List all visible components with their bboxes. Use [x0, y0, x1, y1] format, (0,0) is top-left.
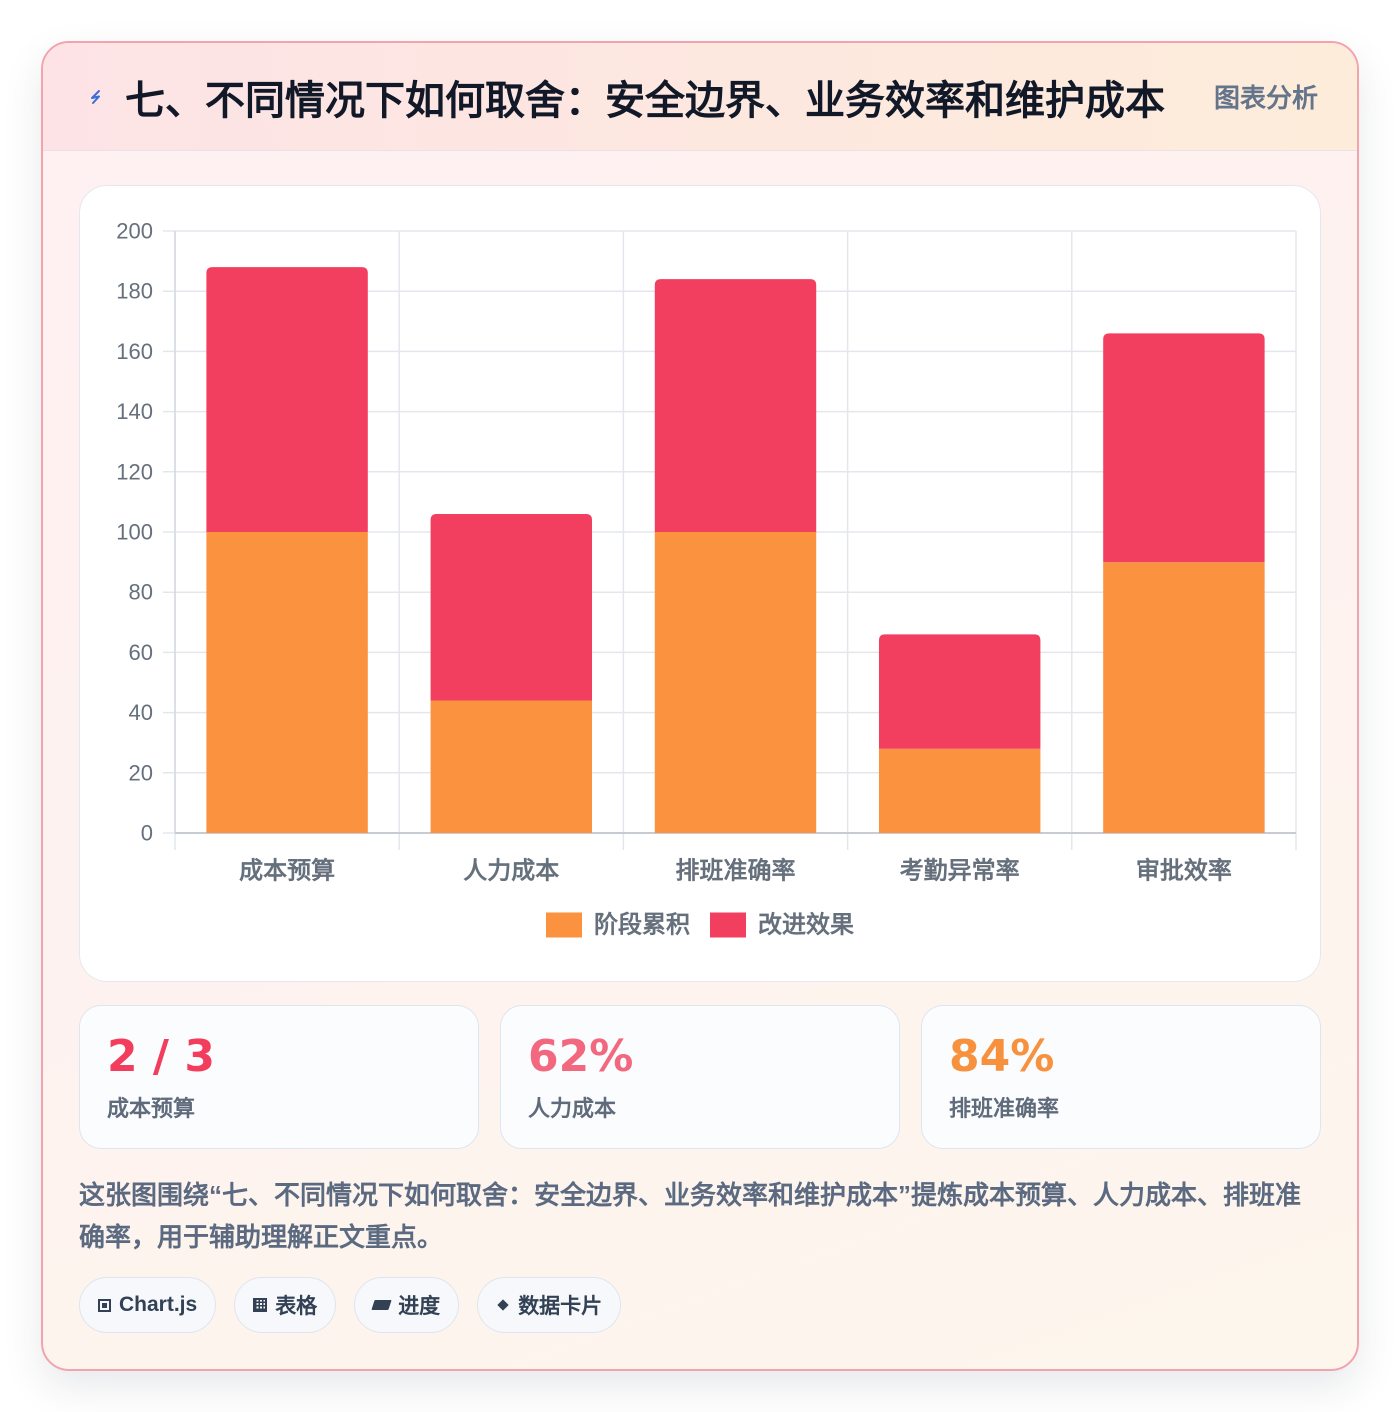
- y-tick-label: 120: [116, 459, 153, 484]
- stat-card: 62% 人力成本: [500, 1005, 900, 1149]
- tag-label: Chart.js: [119, 1293, 198, 1316]
- y-tick-label: 100: [116, 520, 153, 545]
- y-tick-label: 180: [116, 279, 153, 304]
- stat-label: 排班准确率: [949, 1096, 1060, 1121]
- bar[interactable]: [878, 634, 1041, 749]
- chart-analysis-badge: 图表分析: [1213, 83, 1318, 113]
- tag-label: 进度: [398, 1295, 441, 1318]
- stat-card: 84% 排班准确率: [921, 1005, 1321, 1149]
- bar[interactable]: [1103, 562, 1265, 833]
- bar[interactable]: [430, 700, 593, 833]
- tag-table: 表格: [234, 1277, 337, 1333]
- tag-label: 数据卡片: [518, 1295, 603, 1318]
- progress-icon: [371, 1300, 392, 1310]
- legend: 阶段累积 改进效果: [546, 911, 854, 939]
- tag-chartjs: Chart.js: [79, 1277, 217, 1333]
- bar[interactable]: [654, 279, 817, 532]
- y-tick-label: 0: [141, 821, 153, 846]
- y-tick-label: 40: [129, 700, 153, 725]
- tag-progress: 进度: [354, 1277, 460, 1333]
- bar[interactable]: [1103, 333, 1265, 563]
- x-tick-label: 成本预算: [239, 857, 335, 885]
- legend-swatch: [546, 912, 582, 938]
- stat-value: 62%: [528, 1031, 634, 1082]
- bar[interactable]: [654, 532, 817, 833]
- chart-card: 七、不同情况下如何取舍：安全边界、业务效率和维护成本 图表分析 0 20 40 60 8…: [41, 41, 1359, 1371]
- bar[interactable]: [878, 748, 1041, 833]
- stacked-bar-chart: 0 20 40 60 80 100 120 140 160 180 200 成本预算 人力成本 排班准确率…: [116, 219, 1297, 939]
- bar[interactable]: [206, 532, 368, 833]
- card-header: 七、不同情况下如何取舍：安全边界、业务效率和维护成本 图表分析: [43, 43, 1357, 151]
- stat-cards: 2 / 3 成本预算 62% 人力成本 84% 排班准确率: [79, 1005, 1321, 1149]
- stat-value: 84%: [949, 1031, 1055, 1082]
- legend-item[interactable]: 阶段累积: [546, 911, 690, 939]
- legend-label: 改进效果: [758, 911, 854, 939]
- legend-swatch: [710, 912, 746, 938]
- chart-panel: 0 20 40 60 80 100 120 140 160 180 200 成本预算 人力成本 排班准确率…: [79, 185, 1321, 982]
- chart-icon: [98, 1298, 111, 1312]
- x-tick-label: 考勤异常率: [900, 857, 1020, 885]
- card-title: 七、不同情况下如何取舍：安全边界、业务效率和维护成本: [125, 78, 1165, 123]
- legend-label: 阶段累积: [594, 911, 690, 939]
- bar[interactable]: [430, 513, 593, 701]
- y-tick-label: 160: [116, 339, 153, 364]
- tag-label: 表格: [275, 1295, 318, 1318]
- y-tick-label: 140: [116, 399, 153, 424]
- y-tick-label: 80: [129, 580, 153, 605]
- bar[interactable]: [206, 267, 368, 532]
- x-tick-label: 排班准确率: [676, 857, 796, 885]
- stat-label: 人力成本: [528, 1096, 617, 1121]
- series-2-bars: [206, 267, 1265, 749]
- x-tick-label: 人力成本: [463, 858, 559, 885]
- tag-data-card: 数据卡片: [477, 1277, 622, 1333]
- stat-card: 2 / 3 成本预算: [79, 1005, 479, 1149]
- x-tick-label: 审批效率: [1136, 857, 1232, 885]
- y-tick-label: 200: [116, 219, 153, 244]
- y-tick-label: 20: [129, 760, 153, 785]
- table-icon: [253, 1298, 268, 1312]
- chart-description: 这张图围绕“七、不同情况下如何取舍：安全边界、业务效率和维护成本”提炼成本预算、…: [79, 1180, 1302, 1252]
- tag-list: Chart.js 表格 进度 数据卡片: [79, 1277, 622, 1333]
- stat-label: 成本预算: [107, 1096, 196, 1121]
- series-1-bars: [206, 532, 1265, 833]
- y-tick-label: 60: [129, 640, 153, 665]
- card-icon: [497, 1299, 509, 1311]
- stat-value: 2 / 3: [107, 1031, 215, 1082]
- lightning-icon: [91, 89, 100, 104]
- legend-item[interactable]: 改进效果: [710, 911, 854, 939]
